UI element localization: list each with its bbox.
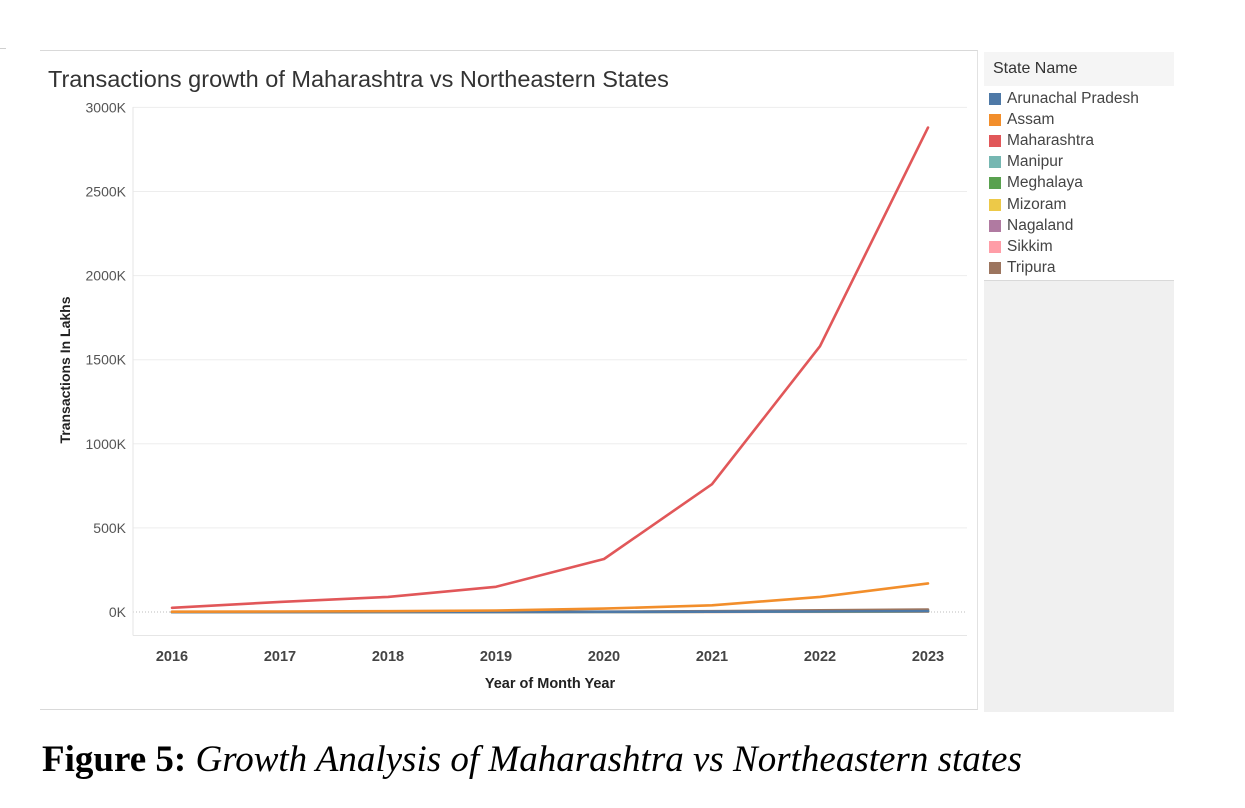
grid-layer bbox=[133, 106, 967, 613]
legend-label: Maharashtra bbox=[1007, 131, 1095, 149]
y-tick-label: 1000K bbox=[86, 436, 127, 452]
chart-plot: 0K 500K 1000K 1500K 2000K 2500K 3000K 2016 2017 2… bbox=[57, 99, 967, 692]
y-axis-label: Transactions In Lakhs bbox=[57, 296, 73, 443]
legend-label: Sikkim bbox=[1007, 237, 1053, 255]
legend-item-meghalaya[interactable]: Meghalaya bbox=[989, 173, 1083, 194]
legend-swatch bbox=[989, 262, 1001, 275]
y-tick-label: 0K bbox=[109, 604, 127, 620]
x-tick-label: 2020 bbox=[588, 649, 620, 665]
legend-item-assam[interactable]: Assam bbox=[989, 109, 1054, 130]
legend-item-arunachal-pradesh[interactable]: Arunachal Pradesh bbox=[989, 88, 1139, 109]
legend-label: Arunachal Pradesh bbox=[1007, 89, 1139, 107]
x-axis-label: Year of Month Year bbox=[485, 676, 616, 692]
y-tick-label: 500K bbox=[93, 520, 126, 536]
y-tick-label: 2500K bbox=[86, 184, 127, 200]
legend-swatch bbox=[989, 219, 1001, 232]
legend-swatch bbox=[989, 177, 1001, 190]
legend-swatch bbox=[989, 113, 1001, 126]
x-tick-label: 2023 bbox=[912, 649, 944, 665]
legend: State Name Arunachal Pradesh Assam Maharas… bbox=[984, 50, 1174, 281]
legend-swatch bbox=[989, 240, 1001, 253]
axis-layer: 0K 500K 1000K 1500K 2000K 2500K 3000K 2016 2017 2… bbox=[86, 99, 967, 665]
legend-label: Manipur bbox=[1007, 153, 1063, 171]
x-tick-label: 2022 bbox=[804, 649, 836, 665]
figure-caption: Figure 5: Growth Analysis of Maharashtra… bbox=[42, 738, 1022, 781]
x-tick-label: 2018 bbox=[372, 649, 404, 665]
y-tick-label: 1500K bbox=[86, 352, 127, 368]
legend-title: State Name bbox=[984, 52, 1174, 86]
legend-label: Assam bbox=[1007, 110, 1055, 128]
legend-swatch bbox=[989, 92, 1001, 105]
x-tick-label: 2019 bbox=[480, 649, 512, 665]
caption-text: Growth Analysis of Maharashtra vs Northe… bbox=[195, 739, 1022, 780]
legend-item-sikkim[interactable]: Sikkim bbox=[989, 236, 1053, 257]
series-layer bbox=[170, 126, 930, 614]
x-tick-label: 2021 bbox=[696, 649, 728, 665]
caption-label: Figure 5: bbox=[42, 739, 187, 780]
legend-panel: State Name Arunachal Pradesh Assam Maharas… bbox=[984, 50, 1174, 712]
legend-item-tripura[interactable]: Tripura bbox=[989, 258, 1056, 279]
x-tick-label: 2016 bbox=[156, 649, 188, 665]
legend-swatch bbox=[989, 198, 1001, 211]
legend-item-nagaland[interactable]: Nagaland bbox=[989, 215, 1073, 236]
chart-frame bbox=[40, 50, 978, 710]
legend-label: Tripura bbox=[1007, 259, 1056, 277]
chart-title: Transactions growth of Maharashtra vs No… bbox=[48, 66, 669, 92]
y-tick-label: 2000K bbox=[86, 268, 127, 284]
y-tick-label: 3000K bbox=[86, 99, 127, 115]
legend-label: Meghalaya bbox=[1007, 174, 1083, 192]
legend-label: Nagaland bbox=[1007, 216, 1074, 234]
series-line-assam[interactable] bbox=[170, 582, 930, 614]
legend-label: Mizoram bbox=[1007, 195, 1067, 213]
legend-item-maharashtra[interactable]: Maharashtra bbox=[989, 130, 1094, 151]
legend-item-mizoram[interactable]: Mizoram bbox=[989, 194, 1066, 215]
legend-swatch bbox=[989, 134, 1001, 147]
corner-mark bbox=[0, 48, 6, 49]
legend-swatch bbox=[989, 156, 1001, 169]
x-tick-label: 2017 bbox=[264, 649, 296, 665]
series-line-maharashtra[interactable] bbox=[170, 126, 930, 610]
legend-item-manipur[interactable]: Manipur bbox=[989, 152, 1063, 173]
